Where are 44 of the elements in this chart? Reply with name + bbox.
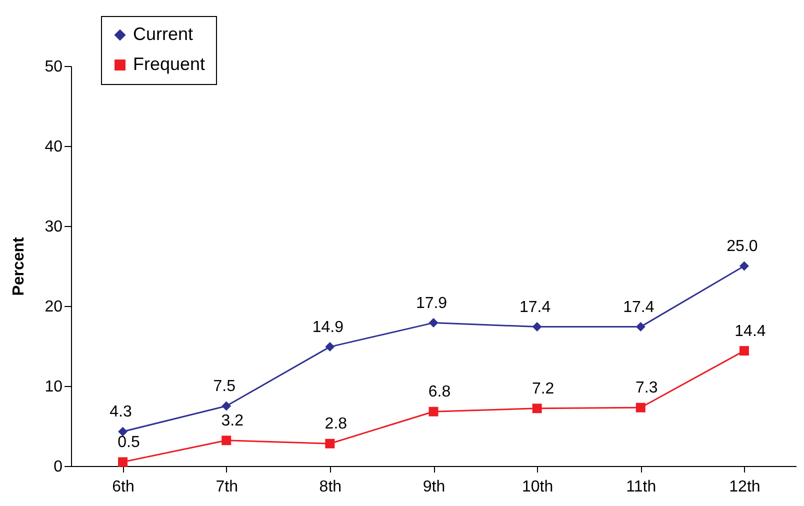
point <box>428 406 438 416</box>
point <box>118 457 128 467</box>
point <box>532 322 542 332</box>
point <box>325 438 335 448</box>
y-axis-title: Percent <box>10 236 28 296</box>
x-tick-label: 8th <box>319 478 342 496</box>
point <box>222 436 232 446</box>
data-label: 7.5 <box>213 378 236 395</box>
x-tick-label: 7th <box>216 478 238 496</box>
point <box>636 402 646 412</box>
data-label: 17.4 <box>520 298 551 316</box>
point <box>118 426 128 436</box>
point <box>739 346 749 356</box>
point <box>532 404 542 414</box>
legend-label: Frequent <box>133 54 206 74</box>
point <box>222 401 232 411</box>
data-label: 7.3 <box>636 380 658 397</box>
x-tick-label: 12th <box>729 478 760 496</box>
data-label: 6.8 <box>428 384 451 401</box>
data-label: 0.5 <box>118 434 140 451</box>
data-label: 7.2 <box>532 380 554 398</box>
y-tick-label: 0 <box>54 458 63 476</box>
y-tick-label: 40 <box>44 138 63 156</box>
data-label: 17.4 <box>623 298 654 316</box>
x-tick-label: 11th <box>626 478 656 496</box>
y-tick-label: 50 <box>44 58 63 76</box>
point <box>428 318 438 328</box>
y-tick-label: 30 <box>44 218 63 236</box>
data-label: 17.9 <box>416 294 448 312</box>
data-label: 14.9 <box>312 318 344 336</box>
data-label: 25.0 <box>726 238 758 255</box>
x-tick-label: 6th <box>112 478 134 496</box>
x-tick-label: 9th <box>422 478 446 496</box>
point <box>325 342 335 352</box>
data-label: 2.8 <box>324 416 348 433</box>
data-label: 3.2 <box>221 412 244 430</box>
data-label: 14.4 <box>734 322 766 340</box>
data-label: 4.3 <box>110 404 132 421</box>
x-tick-label: 10th <box>522 478 554 496</box>
y-tick-label: 10 <box>44 378 63 396</box>
y-tick-label: 20 <box>44 298 63 316</box>
point <box>739 261 749 271</box>
point <box>636 322 646 332</box>
legend-label: Current <box>133 24 194 44</box>
